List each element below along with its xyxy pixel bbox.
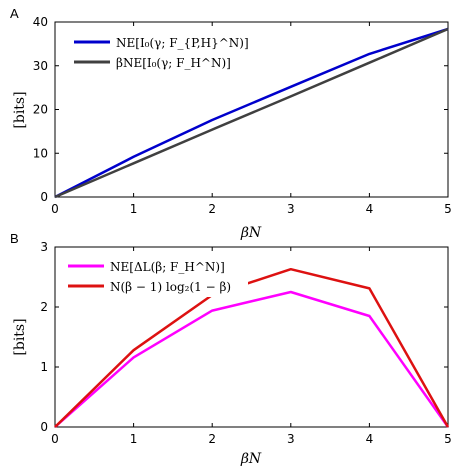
x-tick-label: 0 <box>51 202 59 216</box>
series-line-1 <box>54 27 449 199</box>
panel-b-xlabel: βN <box>240 451 262 467</box>
panel-a: A 0 1 2 3 4 5 0 10 20 30 40 βN [bits] NE[I₀(γ; F_{… <box>10 6 452 241</box>
series-line-2 <box>54 267 450 428</box>
y-tick-label: 0 <box>40 420 48 434</box>
panel-b-series-lines <box>54 267 450 428</box>
x-tick-label: 4 <box>366 202 374 216</box>
x-tick-label: 3 <box>287 432 295 446</box>
panel-a-ticks: 0 1 2 3 4 5 0 10 20 30 40 <box>33 15 452 216</box>
x-tick-label: 0 <box>51 432 59 446</box>
y-tick-label: 1 <box>40 360 48 374</box>
y-tick-label: 40 <box>33 15 48 29</box>
panel-b-legend: NE[ΔL(β; F_H^N)] N(β − 1) log₂(1 − β) <box>62 253 248 297</box>
panel-a-legend-label-1: NE[I₀(γ; F_{P,H}^N)] <box>116 36 249 50</box>
y-tick-label: 3 <box>40 240 48 254</box>
panel-b-legend-label-2: N(β − 1) log₂(1 − β) <box>110 280 231 294</box>
x-tick-label: 2 <box>208 202 216 216</box>
panel-a-label: A <box>10 6 19 21</box>
x-tick-label: 5 <box>444 202 452 216</box>
panel-a-legend: NE[I₀(γ; F_{P,H}^N)] βNE[I₀(γ; F_H^N)] <box>68 28 249 72</box>
y-tick-label: 20 <box>33 103 48 117</box>
panel-a-legend-label-2: βNE[I₀(γ; F_H^N)] <box>116 56 231 70</box>
x-tick-label: 1 <box>130 432 138 446</box>
panel-a-xlabel: βN <box>240 225 262 241</box>
panel-b-axes-box <box>54 246 449 428</box>
y-tick-label: 10 <box>33 146 48 160</box>
panel-b-legend-label-1: NE[ΔL(β; F_H^N)] <box>110 260 225 274</box>
panel-b-ticks: 0 1 2 3 4 5 0 1 2 3 <box>40 240 451 446</box>
panel-b-legend-box <box>62 253 248 297</box>
y-tick-label: 30 <box>33 59 48 73</box>
y-tick-label: 0 <box>40 190 48 204</box>
x-tick-label: 5 <box>444 432 452 446</box>
panel-b: B 0 1 2 3 4 5 0 1 2 3 βN [bits] NE[ΔL(β; F_H^N)] … <box>10 231 452 467</box>
series-line-2 <box>54 27 449 199</box>
x-tick-label: 3 <box>287 202 295 216</box>
x-tick-label: 2 <box>208 432 216 446</box>
y-tick-label: 2 <box>40 300 48 314</box>
x-tick-label: 4 <box>366 432 374 446</box>
panel-b-ylabel: [bits] <box>12 318 28 355</box>
x-tick-label: 1 <box>130 202 138 216</box>
panel-a-series-lines <box>54 27 449 199</box>
panel-b-label: B <box>10 231 19 246</box>
panel-a-ylabel: [bits] <box>12 91 28 128</box>
panel-a-legend-box <box>68 28 228 72</box>
series-line-1 <box>54 290 450 428</box>
